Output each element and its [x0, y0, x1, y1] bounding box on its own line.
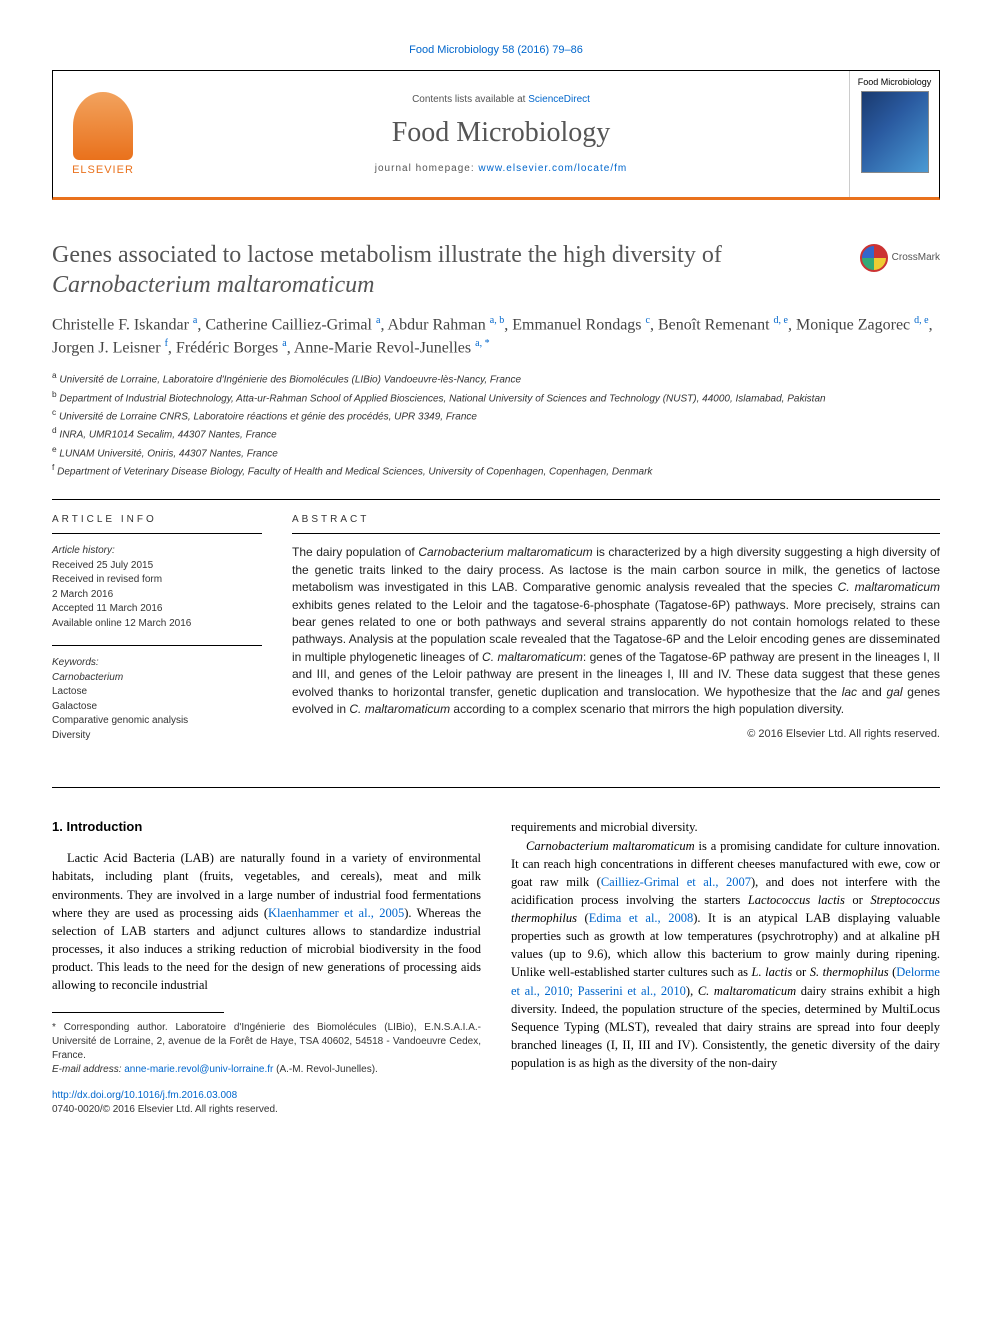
footnote-rule [52, 1012, 224, 1013]
abstract-copyright: © 2016 Elsevier Ltd. All rights reserved… [292, 728, 940, 740]
body-column-right: requirements and microbial diversity. Ca… [511, 818, 940, 1117]
intro-heading: 1. Introduction [52, 818, 481, 837]
issn-copyright: 0740-0020/© 2016 Elsevier Ltd. All right… [52, 1104, 278, 1115]
title-species: Carnobacterium maltaromaticum [52, 272, 374, 298]
divider-bottom [52, 787, 940, 788]
keywords-block: Keywords:CarnobacteriumLactoseGalactoseC… [52, 656, 262, 743]
history-accepted: Accepted 11 March 2016 [52, 603, 162, 614]
history-revised-2: 2 March 2016 [52, 589, 113, 600]
homepage-link[interactable]: www.elsevier.com/locate/fm [478, 163, 627, 174]
cover-label: Food Microbiology [858, 77, 932, 87]
crossmark-label: CrossMark [892, 252, 940, 265]
affiliations-list: a Université de Lorraine, Laboratoire d'… [52, 369, 940, 479]
cover-thumbnail[interactable]: Food Microbiology [849, 71, 939, 197]
article-info-column: ARTICLE INFO Article history: Received 2… [52, 514, 262, 757]
contents-line: Contents lists available at ScienceDirec… [412, 94, 590, 105]
history-online: Available online 12 March 2016 [52, 618, 191, 629]
sciencedirect-link[interactable]: ScienceDirect [528, 94, 590, 105]
footnote-email-label: E-mail address: [52, 1064, 124, 1075]
article-history: Article history: Received 25 July 2015 R… [52, 544, 262, 631]
abstract-text: The dairy population of Carnobacterium m… [292, 544, 940, 718]
elsevier-label: ELSEVIER [72, 164, 134, 176]
article-title: Genes associated to lactose metabolism i… [52, 240, 940, 300]
article-info-head: ARTICLE INFO [52, 514, 262, 525]
body-column-left: 1. Introduction Lactic Acid Bacteria (LA… [52, 818, 481, 1117]
journal-citation[interactable]: Food Microbiology 58 (2016) 79–86 [52, 44, 940, 56]
history-revised-1: Received in revised form [52, 574, 162, 585]
crossmark-icon [860, 244, 888, 272]
abstract-head: ABSTRACT [292, 514, 940, 525]
doi-link[interactable]: http://dx.doi.org/10.1016/j.fm.2016.03.0… [52, 1090, 237, 1101]
elsevier-tree-icon [73, 92, 133, 160]
authors-list: Christelle F. Iskandar a, Catherine Cail… [52, 314, 940, 359]
divider-top [52, 499, 940, 500]
abstract-column: ABSTRACT The dairy population of Carnoba… [292, 514, 940, 757]
journal-header: ELSEVIER Contents lists available at Sci… [52, 70, 940, 200]
footnote-star: * Corresponding author. Laboratoire d'In… [52, 1022, 481, 1061]
intro-paragraph-2: Carnobacterium maltaromaticum is a promi… [511, 837, 940, 1073]
title-plain: Genes associated to lactose metabolism i… [52, 242, 722, 268]
history-label: Article history: [52, 545, 115, 556]
intro-continuation-1: requirements and microbial diversity. [511, 818, 940, 836]
journal-title: Food Microbiology [392, 117, 611, 149]
header-center: Contents lists available at ScienceDirec… [153, 71, 849, 197]
footnote-email-suffix: (A.-M. Revol-Junelles). [273, 1064, 377, 1075]
homepage-prefix: journal homepage: [375, 163, 479, 174]
doi-block: http://dx.doi.org/10.1016/j.fm.2016.03.0… [52, 1089, 481, 1117]
elsevier-logo[interactable]: ELSEVIER [53, 71, 153, 197]
contents-prefix: Contents lists available at [412, 94, 528, 105]
homepage-line: journal homepage: www.elsevier.com/locat… [375, 163, 627, 174]
corresponding-author-footnote: * Corresponding author. Laboratoire d'In… [52, 1021, 481, 1077]
history-received: Received 25 July 2015 [52, 560, 153, 571]
crossmark-badge[interactable]: CrossMark [860, 244, 940, 272]
intro-paragraph-1: Lactic Acid Bacteria (LAB) are naturally… [52, 849, 481, 994]
footnote-email-link[interactable]: anne-marie.revol@univ-lorraine.fr [124, 1064, 273, 1075]
cover-image [861, 91, 929, 173]
